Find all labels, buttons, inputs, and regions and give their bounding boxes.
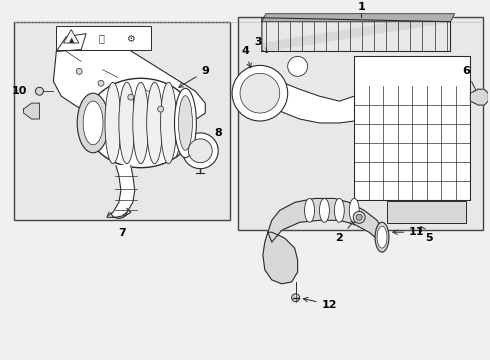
Text: 4: 4 (241, 46, 251, 68)
Circle shape (76, 68, 82, 74)
Bar (387, 202, 466, 223)
Polygon shape (354, 57, 470, 201)
Circle shape (35, 87, 44, 95)
Circle shape (240, 73, 280, 113)
Text: 10: 10 (12, 86, 27, 96)
Text: 5: 5 (421, 226, 433, 243)
Ellipse shape (119, 82, 135, 164)
Circle shape (288, 57, 308, 76)
Ellipse shape (147, 82, 163, 164)
Ellipse shape (178, 96, 193, 150)
Text: 7: 7 (118, 228, 126, 238)
Polygon shape (270, 76, 354, 123)
Ellipse shape (161, 82, 176, 164)
Text: 12: 12 (303, 297, 337, 310)
Ellipse shape (377, 226, 387, 248)
Ellipse shape (319, 198, 329, 222)
Text: 2: 2 (336, 220, 355, 243)
Polygon shape (262, 14, 455, 22)
Polygon shape (268, 198, 384, 242)
Circle shape (353, 211, 365, 223)
Bar (238, 17, 483, 230)
Text: ▲: ▲ (69, 37, 74, 44)
Circle shape (292, 294, 299, 302)
Polygon shape (262, 14, 450, 51)
Ellipse shape (77, 93, 109, 153)
Text: 🖐: 🖐 (98, 33, 104, 44)
Ellipse shape (305, 198, 315, 222)
Polygon shape (263, 232, 297, 284)
Text: ⚙: ⚙ (126, 33, 135, 44)
Text: 1: 1 (357, 2, 365, 12)
Text: 8: 8 (207, 128, 222, 142)
Ellipse shape (105, 82, 121, 164)
Text: 3: 3 (254, 37, 267, 53)
Ellipse shape (375, 222, 389, 252)
Circle shape (158, 106, 164, 112)
Circle shape (128, 94, 134, 100)
Text: 6: 6 (463, 66, 478, 94)
Ellipse shape (133, 82, 148, 164)
Polygon shape (53, 37, 205, 126)
Circle shape (98, 80, 104, 86)
Polygon shape (470, 89, 488, 105)
Bar (56, 26, 150, 50)
Ellipse shape (174, 88, 196, 158)
Text: 9: 9 (179, 66, 209, 87)
Text: 11: 11 (393, 227, 424, 237)
Circle shape (232, 66, 288, 121)
Polygon shape (24, 103, 40, 119)
Ellipse shape (86, 78, 196, 168)
Ellipse shape (334, 198, 344, 222)
Circle shape (188, 139, 212, 163)
Ellipse shape (83, 101, 103, 145)
Circle shape (356, 214, 362, 220)
Bar (14, 22, 230, 220)
Ellipse shape (349, 198, 359, 222)
Polygon shape (56, 33, 86, 51)
Polygon shape (109, 166, 135, 215)
Circle shape (182, 133, 218, 168)
